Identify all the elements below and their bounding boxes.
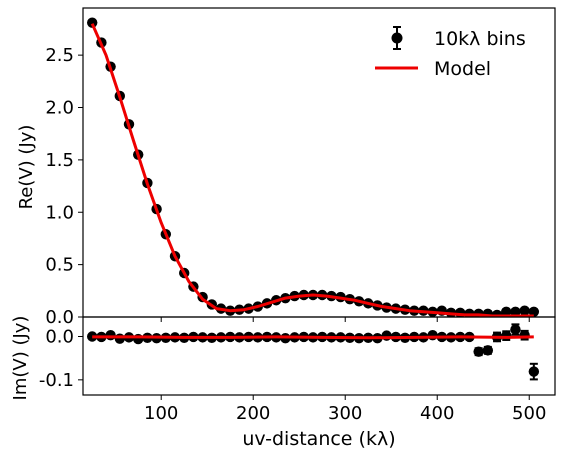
x-tick-label: 500 (512, 403, 546, 424)
re-axis-label: Re(V) (Jy) (16, 125, 37, 210)
x-axis-label: uv-distance (kλ) (242, 428, 395, 450)
re-y-tick-label: 1.5 (45, 150, 74, 171)
im-data-point (519, 330, 530, 341)
x-tick-label: 400 (420, 403, 454, 424)
im-data-point (528, 366, 540, 377)
re-data-point (87, 17, 98, 28)
re-y-tick-label: 1.0 (45, 202, 74, 223)
legend-point-marker (391, 32, 403, 44)
x-tick-label: 200 (236, 403, 270, 424)
legend: 10kλ bins Model (375, 26, 526, 80)
im-data-point (510, 324, 521, 335)
im-axis-label: Im(V) (Jy) (10, 316, 31, 401)
re-panel: 0.0 0.5 1.0 1.5 2.0 2.5 (45, 7, 556, 328)
re-axes-frame (82, 7, 556, 318)
legend-label-bins: 10kλ bins (434, 28, 526, 50)
im-data-point (427, 330, 438, 341)
im-data-point (114, 333, 126, 344)
legend-label-model: Model (434, 58, 491, 80)
im-data-point (501, 330, 512, 341)
im-model-line (92, 335, 534, 340)
x-tick-label: 300 (328, 403, 362, 424)
im-panel: 100 200 300 400 500 0.0 -0.1 (39, 316, 556, 424)
re-data-point (528, 306, 540, 317)
im-axes-frame (82, 316, 556, 396)
im-data-point (482, 345, 494, 356)
re-data-point (501, 306, 512, 317)
re-y-tick-label: 0.0 (45, 307, 74, 328)
re-data-point (510, 306, 521, 317)
re-model-line (90, 23, 534, 317)
im-data-point (381, 330, 392, 341)
im-y-tick-label: -0.1 (39, 370, 74, 391)
re-y-tick-label: 0.5 (45, 255, 74, 276)
x-tick-label: 100 (144, 403, 178, 424)
im-y-tick-label: 0.0 (45, 327, 74, 348)
re-y-tick-label: 2.5 (45, 45, 74, 66)
im-data-point (473, 346, 484, 357)
im-data-point (105, 330, 116, 341)
re-data-point (519, 305, 530, 316)
re-y-tick-label: 2.0 (45, 98, 74, 119)
